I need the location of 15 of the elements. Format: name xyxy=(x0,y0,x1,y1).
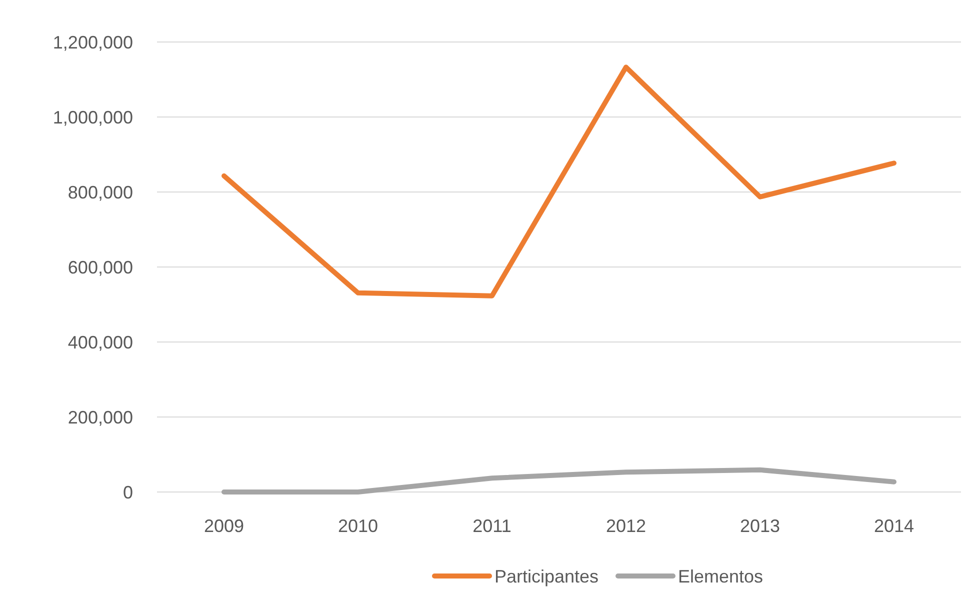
legend-label: Elementos xyxy=(678,566,764,586)
y-tick-label: 600,000 xyxy=(68,257,133,278)
y-tick-label: 200,000 xyxy=(68,407,133,428)
y-tick-label: 0 xyxy=(122,482,133,502)
x-tick-label: 2010 xyxy=(338,516,378,536)
x-tick-label: 2009 xyxy=(204,516,244,536)
x-tick-label: 2014 xyxy=(874,516,914,536)
y-tick-label: 800,000 xyxy=(68,182,133,202)
x-tick-label: 2012 xyxy=(606,516,646,536)
y-tick-label: 1,000,000 xyxy=(52,107,133,128)
x-tick-label: 2013 xyxy=(740,516,780,536)
x-tick-label: 2011 xyxy=(472,516,512,536)
legend-label: Participantes xyxy=(494,566,599,586)
y-tick-label: 400,000 xyxy=(68,332,133,352)
y-tick-label: 1,200,000 xyxy=(52,32,133,52)
